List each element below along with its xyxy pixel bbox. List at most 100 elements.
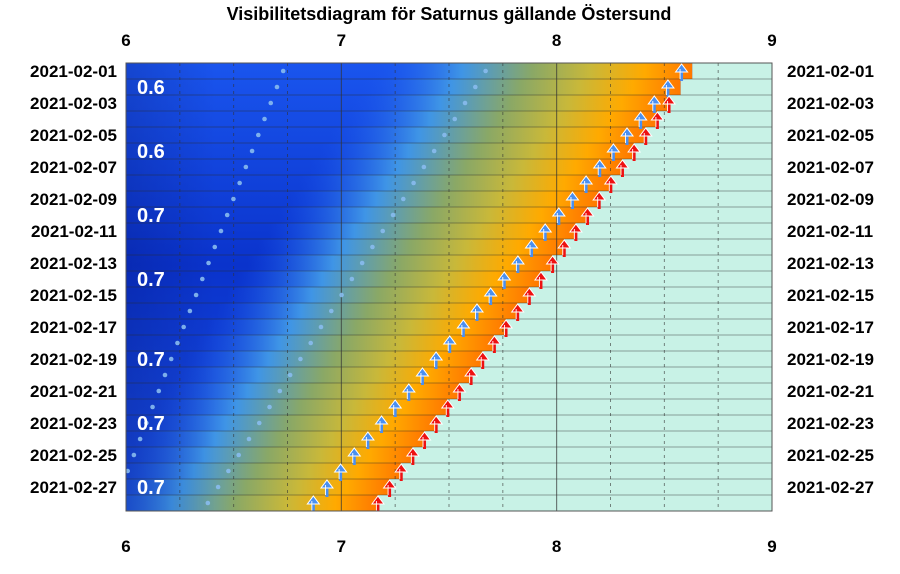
planet-rise-arrow — [579, 175, 594, 193]
track-dot — [411, 180, 416, 186]
rise-arrows — [306, 63, 689, 511]
track-dot — [380, 228, 386, 234]
magnitude-label: 0.7 — [137, 269, 165, 291]
track-dot — [274, 84, 280, 90]
twilight-band — [320, 143, 635, 160]
sunrise-arrow — [615, 159, 630, 177]
date-label-right: 2021-02-03 — [787, 94, 874, 113]
daylight-band — [447, 399, 772, 416]
planet-rise-arrow — [538, 223, 553, 241]
sunrise-arrow — [580, 207, 595, 225]
planet-rise-arrow — [565, 191, 580, 209]
daylight-band — [436, 415, 772, 432]
planet-rise-arrow — [497, 271, 512, 289]
twilight-band — [330, 127, 646, 144]
planet-rise-arrow — [524, 239, 539, 257]
date-labels-left: 2021-02-01 2021-02-03 2021-02-05 2021-02-07… — [30, 62, 117, 497]
date-label-right: 2021-02-05 — [787, 126, 874, 145]
twilight-band — [216, 303, 518, 320]
sunrise-arrow — [533, 271, 548, 289]
twilight-band — [361, 79, 681, 96]
daylight-band — [599, 191, 772, 208]
track-dot — [119, 485, 124, 490]
daylight-band — [389, 479, 772, 496]
sunrise-arrow — [382, 479, 397, 497]
planet-rise-arrow — [319, 479, 334, 497]
sunrise-arrow — [487, 335, 502, 353]
daylight-band — [645, 127, 772, 144]
magnitude-label: 0.7 — [137, 205, 165, 227]
planet-rise-arrow — [551, 207, 566, 225]
magnitude-labels: 0.6 0.6 0.7 0.7 0.7 0.7 0.7 — [137, 77, 165, 499]
daylight-band — [529, 287, 772, 304]
magnitude-label: 0.7 — [137, 349, 165, 371]
track-dot — [144, 420, 149, 426]
daylight-band — [657, 111, 772, 128]
sunrise-arrow — [452, 383, 467, 401]
daylight-band — [471, 367, 772, 384]
x-tick-label-top: 9 — [767, 31, 776, 50]
track-dot — [231, 196, 236, 202]
track-dot — [462, 100, 468, 106]
planet-rise-arrow — [592, 159, 607, 177]
sunrise-arrow — [568, 223, 583, 241]
track-dot — [224, 212, 230, 218]
planet-rise-arrow — [374, 415, 389, 433]
planet-rise-arrow — [469, 303, 484, 321]
planet-rise-arrow — [510, 255, 525, 273]
sunrise-arrow — [638, 127, 653, 145]
plot-area: 0.6 0.6 0.7 0.7 0.7 0.7 0.7 — [119, 63, 772, 511]
planet-rise-arrow — [674, 63, 689, 81]
daylight-band — [412, 447, 772, 464]
x-tick-label-bottom: 8 — [552, 537, 561, 556]
track-dot — [246, 436, 252, 442]
track-dot — [162, 372, 168, 378]
date-label-left: 2021-02-05 — [30, 126, 117, 145]
sunrise-arrow — [662, 95, 677, 113]
twilight-band — [247, 255, 553, 272]
track-dot — [256, 132, 261, 138]
date-label-right: 2021-02-01 — [787, 62, 874, 81]
track-dot — [262, 116, 267, 122]
track-dot — [256, 420, 262, 426]
track-dot — [431, 148, 437, 154]
date-label-left: 2021-02-15 — [30, 286, 117, 305]
track-dot — [205, 500, 211, 506]
track-dot — [249, 148, 255, 154]
track-dot — [236, 452, 241, 458]
track-dot — [370, 244, 375, 250]
track-dot — [131, 452, 137, 458]
twilight-band — [278, 207, 588, 224]
twilight-band — [185, 351, 483, 368]
date-label-left: 2021-02-17 — [30, 318, 117, 337]
track-dot — [200, 276, 205, 282]
daylight-band — [610, 175, 772, 192]
track-dot — [359, 260, 365, 266]
planet-rise-arrow — [647, 95, 662, 113]
date-label-right: 2021-02-13 — [787, 254, 874, 273]
track-dot — [280, 68, 286, 74]
daylight-band — [692, 63, 772, 80]
track-dot — [226, 468, 231, 474]
track-dot — [308, 340, 314, 346]
track-dot — [339, 292, 344, 298]
date-label-left: 2021-02-03 — [30, 94, 117, 113]
planet-rise-arrow — [442, 335, 457, 353]
daylight-band — [680, 79, 772, 96]
date-label-left: 2021-02-09 — [30, 190, 117, 209]
planet-rise-arrow — [606, 143, 621, 161]
date-label-right: 2021-02-23 — [787, 414, 874, 433]
x-axis-bottom: 6 7 8 9 — [121, 537, 776, 556]
daylight-band — [587, 207, 772, 224]
track-dot — [215, 484, 221, 490]
track-dot — [126, 468, 130, 474]
magnitude-label: 0.7 — [137, 477, 165, 499]
track-dot — [349, 276, 355, 282]
sunrise-arrow — [475, 351, 490, 369]
twilight-band — [226, 287, 530, 304]
track-dot — [401, 196, 406, 202]
track-dot — [390, 212, 396, 218]
track-dot — [168, 356, 174, 362]
planet-rise-arrow — [388, 399, 403, 417]
track-dot — [268, 100, 274, 106]
